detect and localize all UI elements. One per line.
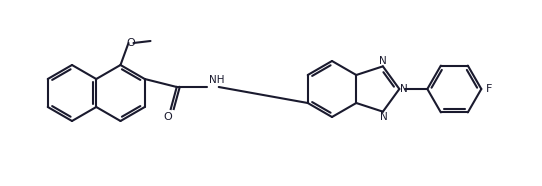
Text: N: N: [379, 56, 387, 66]
Text: N: N: [380, 112, 388, 122]
Text: O: O: [126, 38, 135, 48]
Text: F: F: [486, 84, 493, 94]
Text: NH: NH: [209, 75, 224, 85]
Text: O: O: [163, 112, 172, 122]
Text: N: N: [401, 84, 408, 94]
